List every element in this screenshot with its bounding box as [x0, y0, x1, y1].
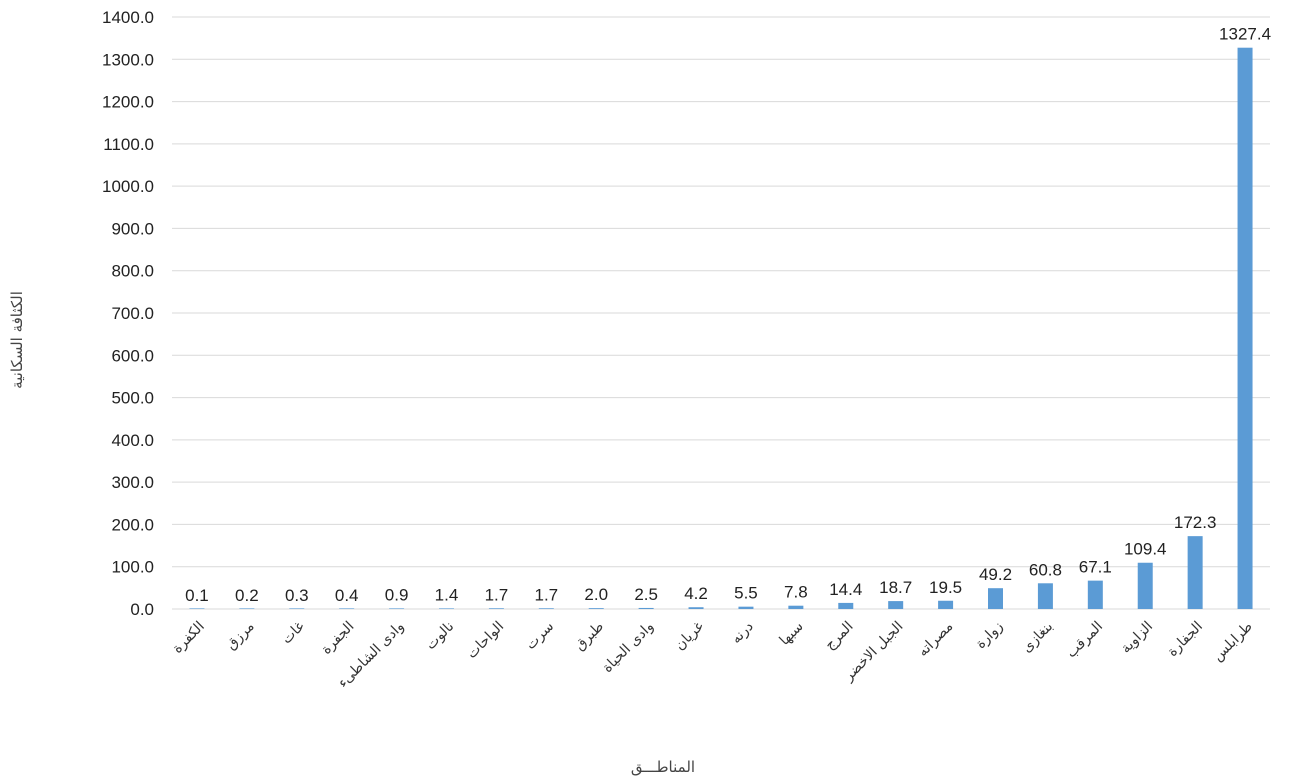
bar [1087, 580, 1103, 609]
y-axis-title: الكثافة السكانية [8, 291, 26, 389]
category-label: سبها [777, 619, 807, 649]
bar [888, 601, 904, 609]
data-label: 5.5 [734, 584, 758, 603]
y-tick-label: 900.0 [111, 219, 154, 238]
data-labels: 0.1 0.2 0.3 0.4 0.9 1.4 1.7 1.7 2.0 2.5 4.2 5.5 7.8 1… [185, 25, 1271, 605]
y-tick-label: 0.0 [130, 600, 154, 619]
bar [838, 602, 854, 609]
category-label: المرج [822, 619, 857, 654]
bar [938, 600, 954, 609]
category-label: الواحات [464, 619, 507, 662]
x-axis-title: المناطـــق [631, 758, 695, 776]
data-label: 1.7 [485, 585, 509, 604]
data-label: 2.5 [634, 585, 658, 604]
data-label: 60.8 [1029, 560, 1062, 579]
category-label: الجفارة [1164, 619, 1205, 660]
category-label: طبرق [572, 619, 607, 654]
y-tick-label: 300.0 [111, 473, 154, 492]
data-label: 14.4 [829, 580, 862, 599]
category-label: الجفرة [318, 619, 357, 658]
data-label: 1327.4 [1219, 25, 1271, 44]
data-label: 0.2 [235, 586, 259, 605]
category-label: غريان [672, 619, 707, 654]
bar [488, 608, 504, 609]
category-label: درنه [728, 619, 757, 648]
y-tick-label: 1400.0 [102, 8, 154, 27]
y-tick-label: 1100.0 [103, 135, 154, 154]
bar [1237, 47, 1253, 610]
data-label: 49.2 [979, 565, 1012, 584]
bars [189, 47, 1253, 610]
y-tick-label: 500.0 [111, 389, 154, 408]
y-tick-label: 400.0 [111, 431, 154, 450]
bar [588, 608, 604, 609]
data-label: 67.1 [1079, 558, 1112, 577]
data-label: 7.8 [784, 583, 808, 602]
category-label: مصراته [915, 619, 956, 660]
bar [538, 608, 554, 609]
bar [738, 606, 754, 609]
category-label: طرابلس [1210, 619, 1256, 665]
y-tick-label: 1200.0 [102, 93, 154, 112]
category-label: بنغازى [1019, 619, 1056, 656]
bar [339, 608, 355, 609]
category-label: الكفرة [170, 619, 208, 657]
bar [189, 608, 205, 609]
data-label: 1.4 [435, 585, 459, 604]
y-tick-label: 1300.0 [102, 50, 154, 69]
data-label: 0.4 [335, 586, 359, 605]
bar [1137, 562, 1153, 609]
data-label: 0.9 [385, 586, 409, 605]
category-label: المرقب [1063, 619, 1106, 662]
category-label: الزاوية [1118, 619, 1156, 657]
y-tick-label: 800.0 [111, 262, 154, 281]
data-label: 18.7 [879, 578, 912, 597]
y-tick-label: 600.0 [111, 346, 154, 365]
bar [239, 608, 255, 609]
bar [439, 608, 454, 609]
data-label: 0.1 [185, 586, 209, 605]
category-label: وادى الحياة [599, 619, 656, 676]
data-label: 4.2 [684, 584, 708, 603]
category-label: نالوت [423, 619, 458, 654]
y-tick-label: 1000.0 [102, 177, 154, 196]
bar [988, 588, 1003, 609]
data-label: 109.4 [1124, 540, 1167, 559]
category-label: سرت [523, 619, 557, 653]
category-label: مرزق [223, 619, 258, 654]
bar [1187, 536, 1203, 609]
data-label: 0.3 [285, 586, 309, 605]
category-label: غات [279, 619, 308, 648]
y-tick-label: 200.0 [111, 515, 154, 534]
y-tick-label: 700.0 [111, 304, 154, 323]
y-tick-label: 100.0 [111, 558, 154, 577]
gridlines [172, 16, 1270, 610]
data-label: 2.0 [584, 585, 608, 604]
bar [638, 607, 654, 609]
bar [688, 607, 704, 609]
data-label: 172.3 [1174, 513, 1217, 532]
category-label: زوارة [973, 619, 1007, 653]
bar [389, 608, 405, 609]
bar [289, 608, 305, 609]
bar [788, 605, 804, 609]
bar [1037, 583, 1053, 609]
y-axis-tick-labels: 0.0 100.0 200.0 300.0 400.0 500.0 600.0 700.0 80… [102, 8, 154, 619]
data-label: 19.5 [929, 578, 962, 597]
data-label: 1.7 [534, 585, 558, 604]
